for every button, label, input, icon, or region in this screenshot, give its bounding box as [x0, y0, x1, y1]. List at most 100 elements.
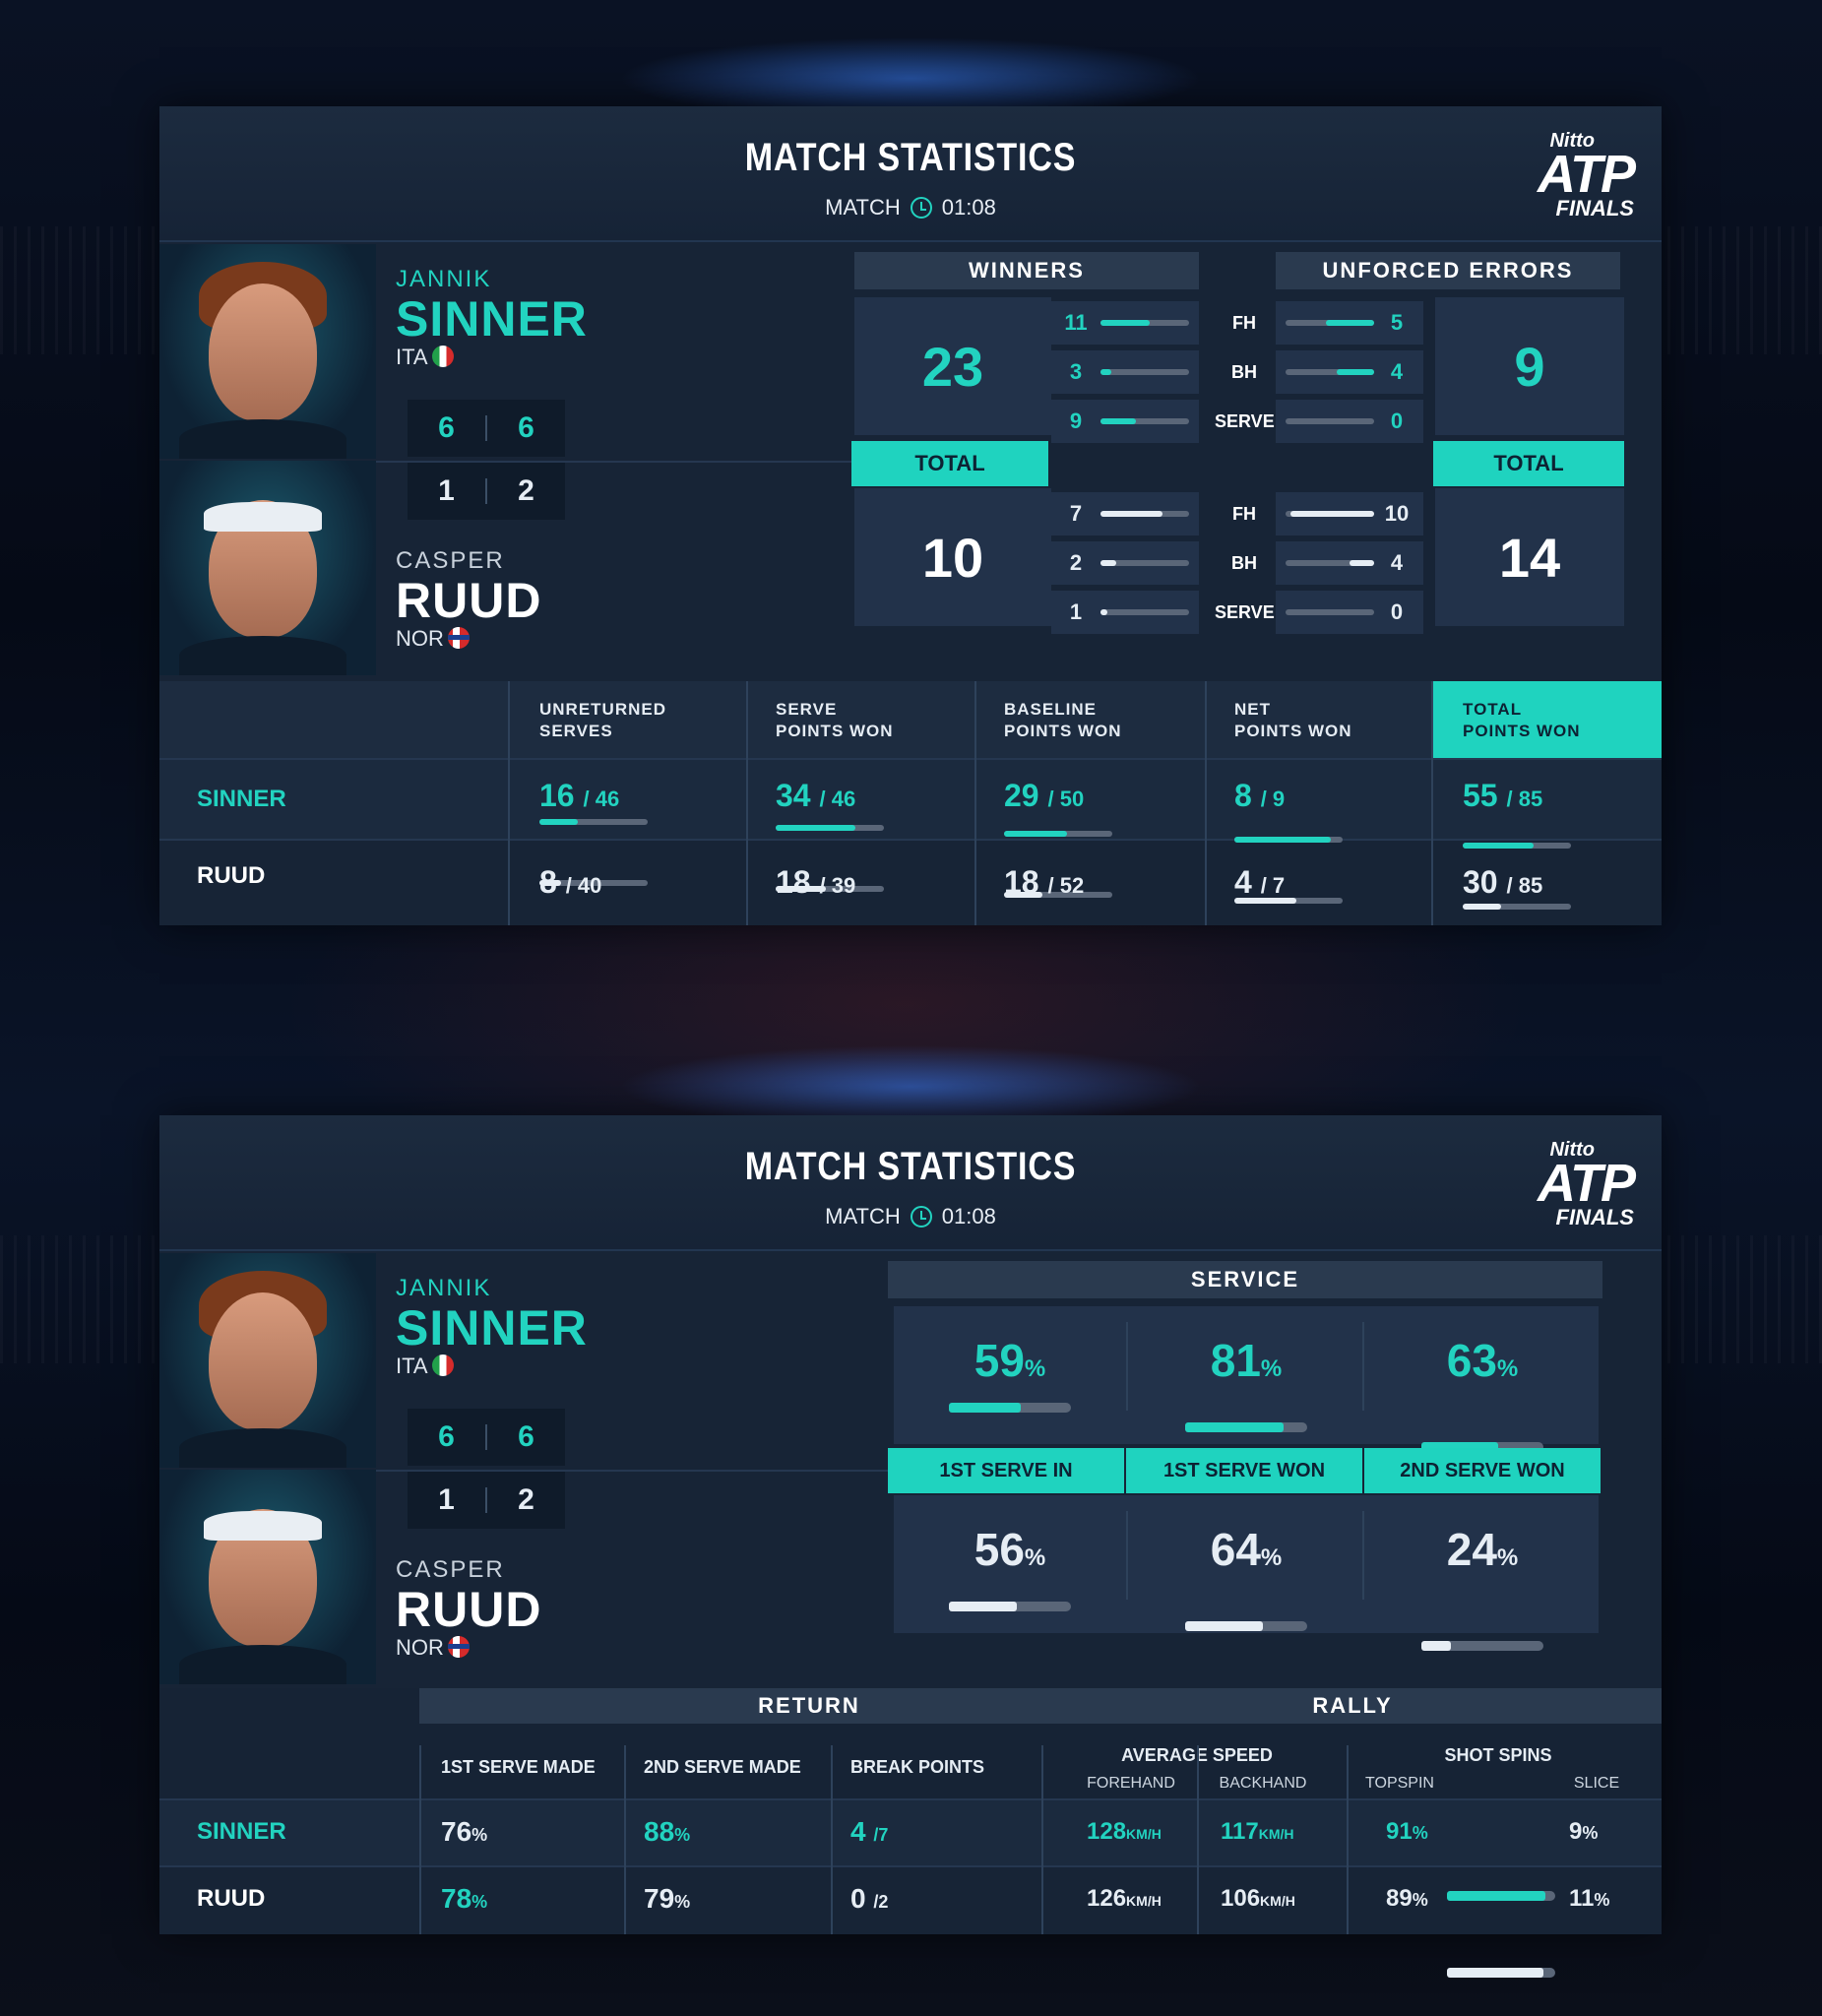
winners-bar — [1100, 320, 1189, 326]
value: 78 — [441, 1883, 472, 1914]
service-label-1: 1ST SERVE WON — [1126, 1448, 1362, 1493]
bar-sinner-0 — [539, 819, 648, 825]
value: 3 — [1069, 359, 1083, 384]
ue-p2-serve: 0 — [1276, 591, 1423, 634]
match-duration: 01:08 — [941, 195, 996, 220]
winners-total-ruud-box — [854, 488, 1051, 626]
bar-ruud-2 — [1004, 892, 1112, 898]
percent-sign: % — [674, 1825, 691, 1845]
numerator: 34 — [776, 778, 811, 813]
shot-label: SERVE — [1215, 602, 1275, 622]
value: 7 — [1069, 501, 1083, 526]
denominator: / 85 — [1506, 873, 1543, 898]
winners-bar-fill — [1100, 369, 1111, 375]
service-bar-sinner — [1185, 1422, 1307, 1432]
service-title: SERVICE — [888, 1261, 1602, 1298]
norway-flag-icon — [447, 1636, 470, 1658]
header-line: UNRETURNED — [539, 700, 666, 719]
ue-bar — [1286, 560, 1374, 566]
service-separator — [1362, 1511, 1364, 1600]
value: 56 — [974, 1524, 1025, 1575]
winners-p1-bh: 3 — [1051, 350, 1199, 394]
percent-sign: % — [1412, 1890, 1428, 1910]
first-name: JANNIK — [396, 1275, 492, 1301]
ue-bar-fill — [1337, 369, 1374, 375]
panel-title: MATCH STATISTICS — [744, 1145, 1077, 1188]
value-ruud-0: 8 / 40 — [539, 864, 601, 901]
column-separator — [1347, 1745, 1349, 1934]
percent-sign: % — [1496, 1355, 1519, 1382]
fh-speed-p1: 128KM/H — [1087, 1818, 1162, 1846]
column-header-0: UNRETURNED SERVES — [539, 699, 666, 742]
service-separator — [1126, 1511, 1128, 1600]
column-separator — [419, 1745, 421, 1934]
percent-sign: % — [1582, 1823, 1599, 1843]
value: 89 — [1386, 1885, 1413, 1912]
service-ruud-2: 24% — [1366, 1523, 1599, 1576]
slice-label: SLICE — [1573, 1775, 1620, 1792]
column-separator — [1205, 681, 1207, 925]
bar-fill — [1421, 1442, 1499, 1452]
service-bar-ruud — [1185, 1621, 1307, 1631]
column-separator — [624, 1745, 626, 1934]
ue-bar-fill — [1349, 560, 1374, 566]
value: 106 — [1221, 1885, 1261, 1912]
match-label: MATCH — [825, 195, 901, 220]
bar-fill — [1463, 843, 1534, 849]
break-points-total: /7 — [873, 1825, 889, 1845]
atp-finals-logo: Nitto ATP FINALS — [1538, 1139, 1636, 1229]
winners-total-sinner-box — [854, 297, 1051, 435]
ue-p2-bh: 4 — [1276, 541, 1423, 585]
value: 81 — [1210, 1335, 1261, 1386]
service-stats: 59% 1ST SERVE IN 56% 81% 1ST SERVE WON 64% 63%… — [159, 1115, 1662, 1651]
stats-table: UNRETURNED SERVES SERVE POINTS WON BASELINE P… — [159, 106, 1662, 925]
value: 24 — [1446, 1524, 1497, 1575]
value: 4 — [1390, 359, 1404, 384]
winners-total-label: TOTAL — [851, 441, 1048, 486]
value-sinner-2: 29 / 50 — [1004, 778, 1084, 814]
bar-sinner-4 — [1463, 843, 1571, 849]
row-sinner — [159, 1798, 1662, 1865]
unit: KM/H — [1126, 1893, 1162, 1909]
return-col-1: 2ND SERVE MADE — [644, 1757, 801, 1777]
value: 9 — [1569, 1818, 1583, 1845]
first-name: CASPER — [396, 547, 505, 574]
match-time: MATCH 01:08 — [159, 1204, 1662, 1229]
service-bar-sinner — [1421, 1442, 1543, 1452]
winners-bar-fill — [1100, 320, 1150, 326]
topspin-label: TOPSPIN — [1365, 1775, 1434, 1792]
denominator: / 52 — [1047, 873, 1085, 898]
bar-fill — [1234, 837, 1331, 843]
return-value-p2-2: 0 /2 — [850, 1883, 888, 1915]
match-stats-panel-1: MATCH STATISTICS MATCH 01:08 Nitto ATP FINA… — [159, 106, 1662, 925]
header-line: NET — [1234, 700, 1271, 719]
rally-title: RALLY — [1043, 1688, 1662, 1724]
winners-bar — [1100, 418, 1189, 424]
denominator: / 50 — [1047, 787, 1085, 811]
header-line: BASELINE — [1004, 700, 1097, 719]
shot-label: BH — [1231, 553, 1257, 573]
italy-flag-icon — [431, 1354, 454, 1376]
service-bar-ruud — [1421, 1641, 1543, 1651]
value: 5 — [1390, 310, 1404, 335]
service-separator — [1362, 1322, 1364, 1411]
row-name-ruud: RUUD — [197, 862, 266, 889]
return-value-p1-2: 4 /7 — [850, 1816, 888, 1848]
percent-sign: % — [1024, 1544, 1046, 1571]
winners-bar-fill — [1100, 511, 1162, 517]
avg-speed-label: AVERAGE SPEED — [1121, 1745, 1273, 1765]
ue-total-sinner-box — [1435, 297, 1624, 435]
numerator: 29 — [1004, 778, 1039, 813]
service-ruud-0: 56% — [894, 1523, 1126, 1576]
value: 88 — [644, 1816, 675, 1847]
header-line: TOTAL — [1463, 700, 1523, 719]
service-label-0: 1ST SERVE IN — [888, 1448, 1124, 1493]
return-col-0: 1ST SERVE MADE — [441, 1757, 596, 1777]
ue-bar-fill — [1289, 511, 1374, 517]
backhand-label: BACKHAND — [1219, 1775, 1307, 1792]
denominator: / 46 — [583, 787, 620, 811]
bar-sinner-2 — [1004, 831, 1112, 837]
topspin-p2: 89% — [1386, 1885, 1428, 1913]
match-time: MATCH 01:08 — [159, 195, 1662, 220]
